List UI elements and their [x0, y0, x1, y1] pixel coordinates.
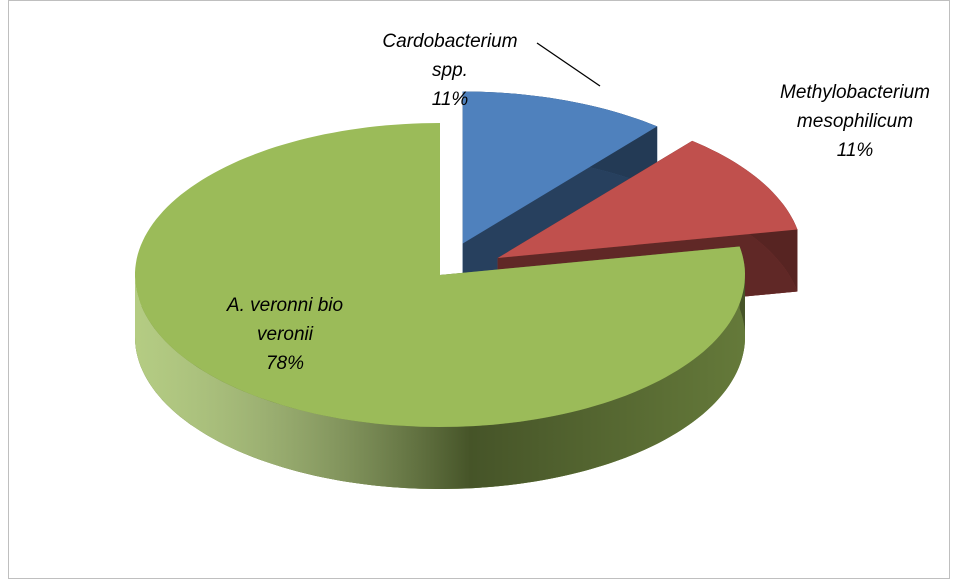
category-label: Cardobacterium spp. — [382, 31, 518, 81]
slice-wall-shade — [135, 275, 745, 489]
category-label: A. veronni bio veronii — [226, 295, 344, 345]
slice-label: Cardobacterium spp. 11% — [365, 27, 535, 114]
pie-slice — [497, 140, 798, 258]
slice-label: Methylobacterium mesophilicum 11% — [780, 78, 930, 165]
category-label: Methylobacterium mesophilicum — [780, 82, 930, 132]
pie-slice — [462, 91, 658, 244]
value-label: 78% — [265, 353, 305, 374]
value-label: 11% — [836, 140, 874, 161]
slice-label: A. veronni bio veronii 78% — [210, 291, 360, 378]
pie-slice — [135, 123, 745, 427]
leader-line — [536, 42, 601, 87]
value-label: 11% — [431, 89, 469, 110]
